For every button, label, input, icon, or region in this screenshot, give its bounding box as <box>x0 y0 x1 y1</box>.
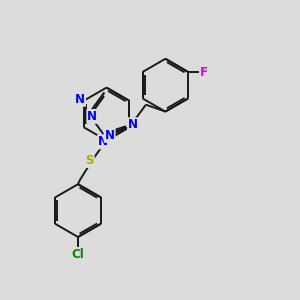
Text: N: N <box>105 129 115 142</box>
Text: N: N <box>87 110 97 123</box>
Text: N: N <box>98 135 108 148</box>
Text: N: N <box>128 118 138 131</box>
Text: N: N <box>75 93 85 106</box>
Text: Cl: Cl <box>72 248 84 261</box>
Text: S: S <box>85 154 94 167</box>
Text: F: F <box>200 65 208 79</box>
